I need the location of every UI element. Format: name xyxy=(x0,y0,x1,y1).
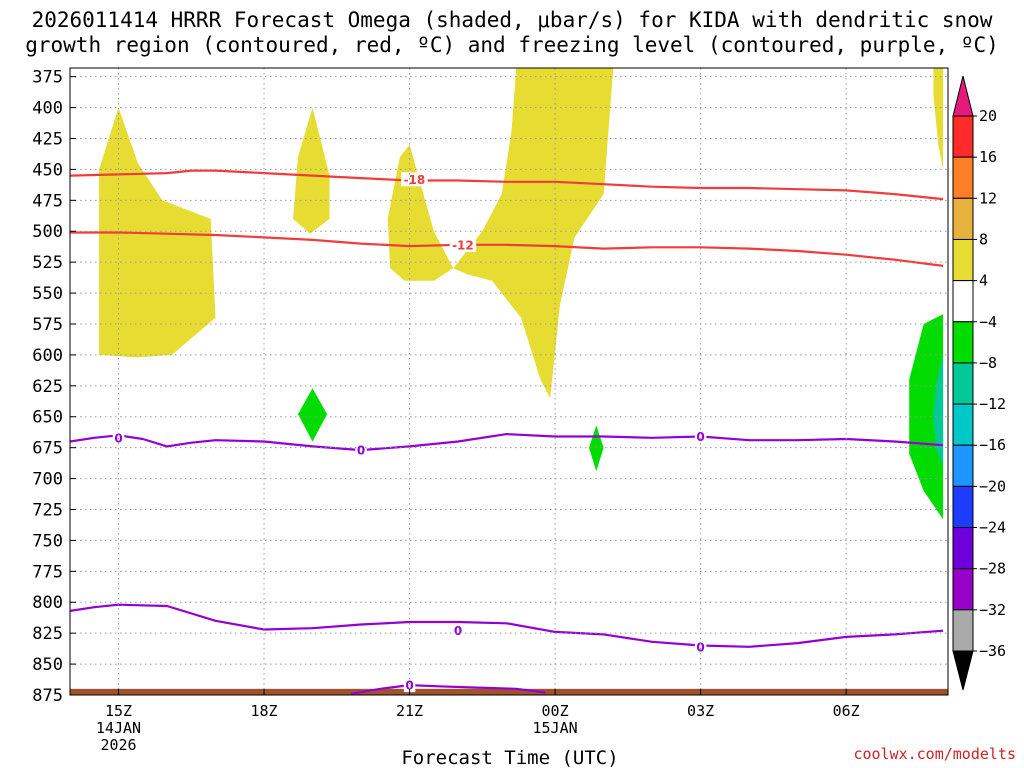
colorbar-label: 12 xyxy=(979,189,997,207)
omega-region xyxy=(298,388,328,442)
colorbar-bin xyxy=(952,485,974,529)
colorbar-over-triangle xyxy=(952,75,974,117)
freezing-level-line xyxy=(70,433,944,452)
y-tick-label: 400 xyxy=(32,99,63,119)
colorbar-label: 16 xyxy=(979,148,997,166)
contour-label: 0 xyxy=(696,640,704,654)
dgz-contour-line xyxy=(70,169,944,201)
y-tick-label: 875 xyxy=(32,686,63,706)
contour-label: -18 xyxy=(404,173,426,187)
colorbar-bin xyxy=(952,609,974,652)
x-tick-label: 18Z xyxy=(250,702,277,720)
contour-label: -12 xyxy=(452,238,474,252)
colorbar-label: −8 xyxy=(979,354,997,372)
contour-label: 0 xyxy=(357,444,365,458)
y-tick-label: 425 xyxy=(32,129,63,149)
colorbar-bin xyxy=(952,403,974,446)
x-tick-label: 03Z xyxy=(687,702,714,720)
y-tick-label: 375 xyxy=(32,68,63,88)
colorbar-bin xyxy=(952,568,974,611)
x-axis-label: Forecast Time (UTC) xyxy=(401,747,618,768)
x-tick-label: 06Z xyxy=(833,702,860,720)
omega-region xyxy=(453,68,614,399)
y-tick-label: 775 xyxy=(32,562,63,582)
colorbar-bin xyxy=(952,321,974,364)
colorbar-bin xyxy=(952,115,974,158)
colorbar-label: −24 xyxy=(979,519,1006,537)
chart-title: 2026011414 HRRR Forecast Omega (shaded, … xyxy=(25,8,999,57)
x-tick-label: 21Z xyxy=(396,702,423,720)
colorbar-label: 20 xyxy=(979,107,997,125)
omega-region xyxy=(933,68,944,170)
x-tick-label: 15Z xyxy=(105,702,132,720)
y-tick-label: 650 xyxy=(32,408,63,428)
contour-label-bg xyxy=(112,430,125,445)
y-tick-label: 700 xyxy=(32,470,63,490)
colorbar: 20 16 12 8 4 −4 −8 −12 −16 −20 −24 −28 −32 −36 xyxy=(952,75,1006,691)
x-tick-label: 15JAN xyxy=(533,719,578,737)
colorbar-label: −36 xyxy=(979,642,1006,660)
colorbar-label: −16 xyxy=(979,436,1006,454)
y-tick-label: 800 xyxy=(32,593,63,613)
x-tick-label: 00Z xyxy=(542,702,569,720)
x-tick-label: 14JAN xyxy=(96,719,141,737)
y-tick-label: 625 xyxy=(32,377,63,397)
y-tick-label: 450 xyxy=(32,160,63,180)
y-tick-label: 475 xyxy=(32,191,63,211)
title-line-1: 2026011414 HRRR Forecast Omega (shaded, … xyxy=(32,8,993,32)
colorbar-label: −28 xyxy=(979,560,1006,578)
plot-area xyxy=(70,68,948,695)
contour-label-bg xyxy=(355,443,367,458)
y-tick-label: 600 xyxy=(32,346,63,366)
colorbar-bin xyxy=(952,197,974,240)
colorbar-bin xyxy=(952,444,974,487)
colorbar-label: 4 xyxy=(979,272,988,290)
contour-label-bg xyxy=(403,678,416,693)
contour-label: 0 xyxy=(696,430,704,444)
colorbar-label: −20 xyxy=(979,477,1006,495)
contour-label-bg xyxy=(694,639,707,654)
axes: 375 400 425 450 475 500 525 550 575 600 625 650 675 7… xyxy=(32,67,949,754)
contour-label-bg xyxy=(694,429,707,444)
y-tick-label: 825 xyxy=(32,624,63,644)
y-tick-label: 500 xyxy=(32,222,63,242)
y-tick-label: 575 xyxy=(32,315,63,335)
credit-text: coolwx.com/modelts xyxy=(853,745,1016,763)
colorbar-bin xyxy=(952,156,974,199)
y-tick-label: 525 xyxy=(32,253,63,273)
colorbar-label: −32 xyxy=(979,601,1006,619)
x-tick-label: 2026 xyxy=(100,736,136,754)
contour-label-bg xyxy=(449,237,477,252)
contour-label: 0 xyxy=(454,624,462,638)
omega-region xyxy=(293,107,330,234)
y-tick-label: 725 xyxy=(32,500,63,520)
y-tick-label: 750 xyxy=(32,531,63,551)
title-line-2: growth region (contoured, red, ºC) and f… xyxy=(25,33,999,57)
ground-strip xyxy=(70,688,948,695)
colorbar-label: −4 xyxy=(979,313,997,331)
freezing-level-line xyxy=(351,684,546,695)
colorbar-bin xyxy=(952,238,974,282)
y-tick-label: 550 xyxy=(32,284,63,304)
plot-frame xyxy=(69,67,949,696)
contour-label-bg xyxy=(401,172,428,187)
dgz-contour-line xyxy=(70,231,944,267)
contour-label-bg xyxy=(452,623,464,638)
y-tick-label: 850 xyxy=(32,655,63,675)
y-tick-label: 675 xyxy=(32,439,63,459)
colorbar-label: −12 xyxy=(979,395,1006,413)
omega-region xyxy=(933,354,944,467)
freezing-level-line xyxy=(70,603,944,648)
contour-label: 0 xyxy=(405,679,413,693)
colorbar-under-triangle xyxy=(952,650,974,691)
colorbar-bin xyxy=(952,362,974,405)
colorbar-bin xyxy=(952,527,974,570)
colorbar-label: 8 xyxy=(979,230,988,248)
colorbar-bin xyxy=(952,280,974,323)
